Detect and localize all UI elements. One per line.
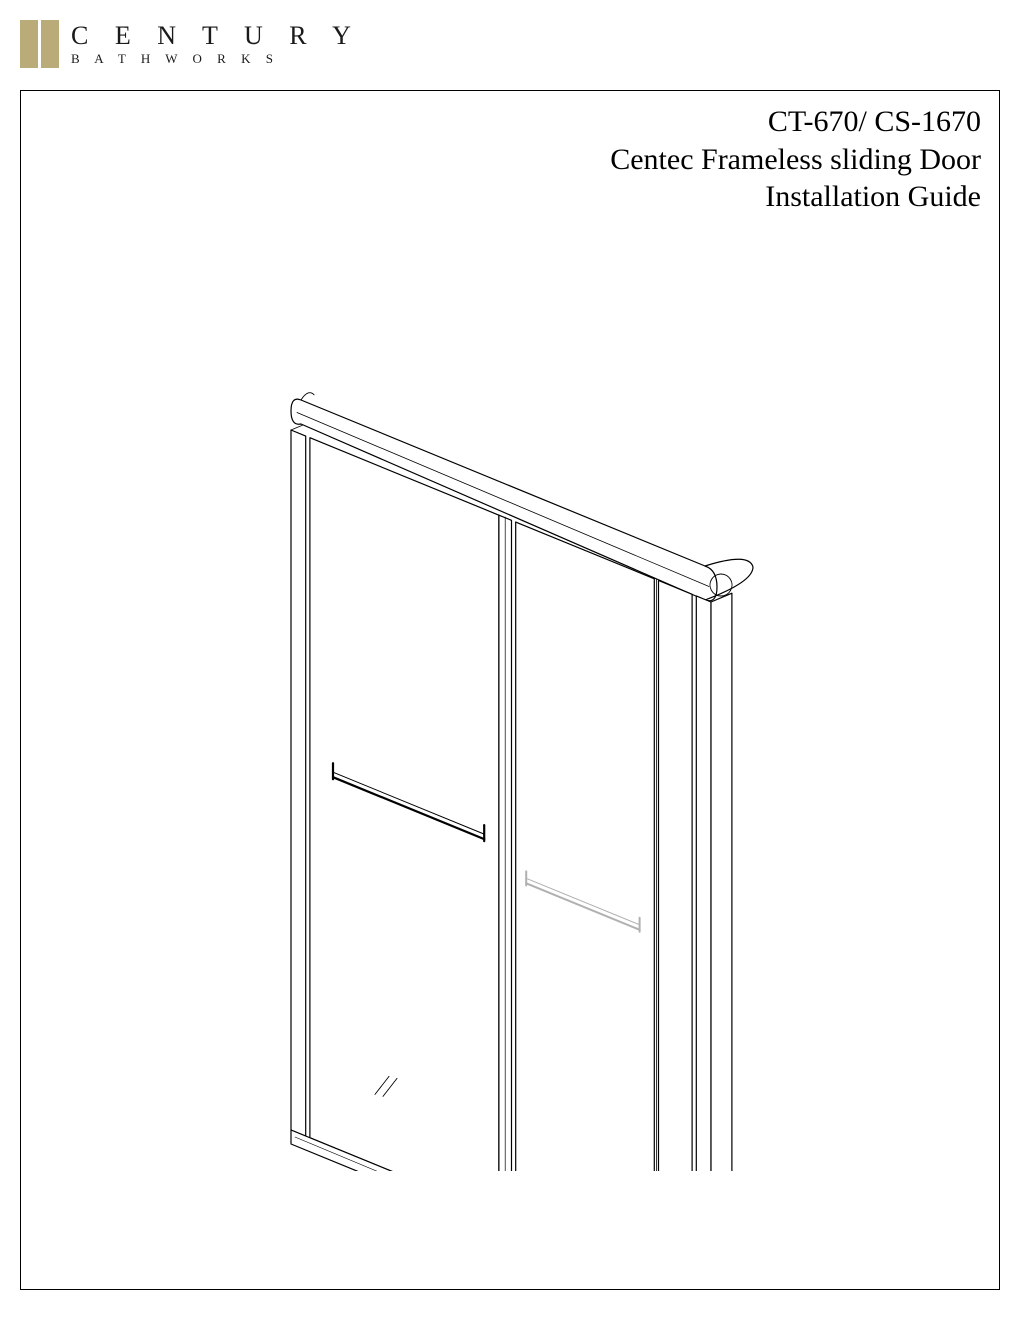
- brand-sub: B A T H W O R K S: [71, 51, 361, 67]
- page-frame: CT-670/ CS-1670 Centec Frameless sliding…: [20, 90, 1000, 1290]
- product-diagram: [251, 351, 771, 1171]
- logo-text: C E N T U R Y B A T H W O R K S: [71, 21, 361, 67]
- title-block: CT-670/ CS-1670 Centec Frameless sliding…: [610, 103, 981, 216]
- logo-bars: [20, 20, 59, 68]
- title-line3: Installation Guide: [610, 178, 981, 216]
- title-line2: Centec Frameless sliding Door: [610, 141, 981, 179]
- logo-bar-2: [41, 20, 59, 68]
- title-line1: CT-670/ CS-1670: [610, 103, 981, 141]
- brand-logo: C E N T U R Y B A T H W O R K S: [20, 20, 361, 68]
- brand-main: C E N T U R Y: [71, 21, 361, 51]
- logo-bar-1: [20, 20, 38, 68]
